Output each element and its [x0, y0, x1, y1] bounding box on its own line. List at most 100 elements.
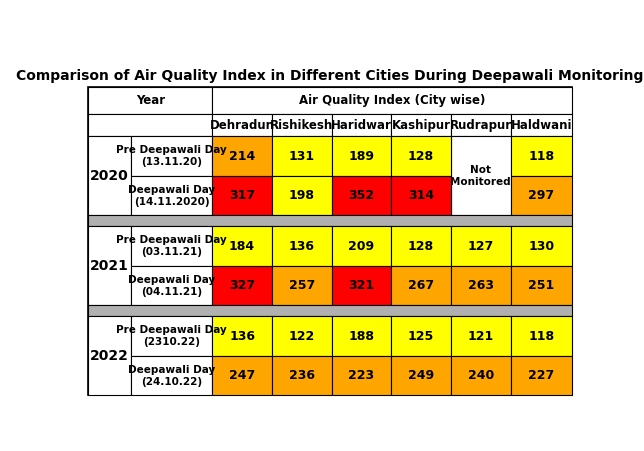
Bar — [332, 317, 392, 356]
Bar — [332, 356, 392, 395]
Bar — [511, 114, 572, 137]
Text: 2021: 2021 — [90, 259, 129, 273]
Text: 136: 136 — [289, 239, 315, 253]
Text: 2022: 2022 — [90, 349, 129, 363]
Bar — [213, 266, 272, 305]
Bar — [213, 317, 272, 356]
Text: 327: 327 — [229, 279, 255, 292]
Text: Rishikesh: Rishikesh — [270, 119, 334, 132]
Text: 127: 127 — [468, 239, 494, 253]
Bar — [451, 226, 511, 266]
Bar — [213, 226, 272, 266]
Bar — [511, 226, 572, 266]
Bar — [451, 356, 511, 395]
Text: 125: 125 — [408, 330, 434, 343]
Bar — [272, 114, 332, 137]
Text: 209: 209 — [348, 239, 375, 253]
Text: 251: 251 — [528, 279, 554, 292]
Text: 214: 214 — [229, 150, 255, 163]
Bar — [511, 317, 572, 356]
Text: Deepawali Day
(04.11.21): Deepawali Day (04.11.21) — [128, 275, 215, 296]
Text: Rudrapur: Rudrapur — [450, 119, 512, 132]
Bar — [131, 317, 213, 356]
Bar — [131, 266, 213, 305]
Bar — [332, 176, 392, 215]
Bar — [511, 356, 572, 395]
Bar — [332, 137, 392, 176]
Text: 128: 128 — [408, 150, 434, 163]
Text: Pre Deepawali Day
(03.11.21): Pre Deepawali Day (03.11.21) — [116, 235, 227, 257]
Text: Dehradun: Dehradun — [209, 119, 274, 132]
Text: Haldwani: Haldwani — [511, 119, 572, 132]
Bar — [88, 305, 572, 317]
Text: Comparison of Air Quality Index in Different Cities During Deepawali Monitoring: Comparison of Air Quality Index in Diffe… — [16, 69, 644, 83]
Bar — [131, 356, 213, 395]
Text: Deepawali Day
(24.10.22): Deepawali Day (24.10.22) — [128, 364, 215, 387]
Text: 297: 297 — [528, 189, 554, 202]
Bar — [272, 356, 332, 395]
Bar — [272, 266, 332, 305]
Text: 189: 189 — [348, 150, 374, 163]
Bar — [213, 137, 272, 176]
Text: 198: 198 — [289, 189, 315, 202]
Text: 257: 257 — [289, 279, 315, 292]
Text: 249: 249 — [408, 369, 434, 382]
Text: 121: 121 — [468, 330, 494, 343]
Text: 122: 122 — [289, 330, 315, 343]
Text: Not
Monitored: Not Monitored — [450, 165, 511, 187]
Text: 240: 240 — [468, 369, 494, 382]
Text: 184: 184 — [229, 239, 255, 253]
Bar — [451, 317, 511, 356]
Text: 227: 227 — [528, 369, 554, 382]
Text: 188: 188 — [348, 330, 374, 343]
Bar — [272, 176, 332, 215]
Text: Air Quality Index (City wise): Air Quality Index (City wise) — [299, 94, 485, 107]
Text: 128: 128 — [408, 239, 434, 253]
Bar — [131, 176, 213, 215]
Bar — [88, 317, 131, 395]
Bar — [272, 317, 332, 356]
Bar — [332, 114, 392, 137]
Text: 314: 314 — [408, 189, 434, 202]
Bar — [451, 266, 511, 305]
Text: 131: 131 — [289, 150, 315, 163]
Bar — [272, 226, 332, 266]
Bar — [511, 137, 572, 176]
Text: 118: 118 — [528, 150, 554, 163]
Bar — [88, 87, 572, 395]
Text: 352: 352 — [348, 189, 375, 202]
Bar — [392, 114, 451, 137]
Bar — [213, 87, 572, 114]
Text: 247: 247 — [229, 369, 255, 382]
Text: Year: Year — [136, 94, 165, 107]
Bar — [392, 356, 451, 395]
Bar — [88, 137, 131, 215]
Bar — [392, 137, 451, 176]
Text: 236: 236 — [289, 369, 315, 382]
Bar — [272, 137, 332, 176]
Bar — [451, 114, 511, 137]
Bar — [131, 226, 213, 266]
Text: Pre Deepawali Day
(2310.22): Pre Deepawali Day (2310.22) — [116, 325, 227, 347]
Text: 317: 317 — [229, 189, 255, 202]
Text: Kashipur: Kashipur — [392, 119, 451, 132]
Text: 321: 321 — [348, 279, 375, 292]
Text: 118: 118 — [528, 330, 554, 343]
Bar — [392, 266, 451, 305]
Bar — [131, 137, 213, 176]
Text: 223: 223 — [348, 369, 375, 382]
Bar — [392, 176, 451, 215]
Bar — [88, 215, 572, 226]
Text: 130: 130 — [528, 239, 554, 253]
Bar — [88, 114, 213, 137]
Bar — [88, 87, 213, 114]
Bar — [213, 356, 272, 395]
Bar — [392, 317, 451, 356]
Bar — [511, 266, 572, 305]
Text: Pre Deepawali Day
(13.11.20): Pre Deepawali Day (13.11.20) — [116, 145, 227, 167]
Bar — [88, 226, 131, 305]
Bar — [511, 176, 572, 215]
Text: Haridwar: Haridwar — [331, 119, 392, 132]
Text: 267: 267 — [408, 279, 434, 292]
Bar — [451, 137, 511, 215]
